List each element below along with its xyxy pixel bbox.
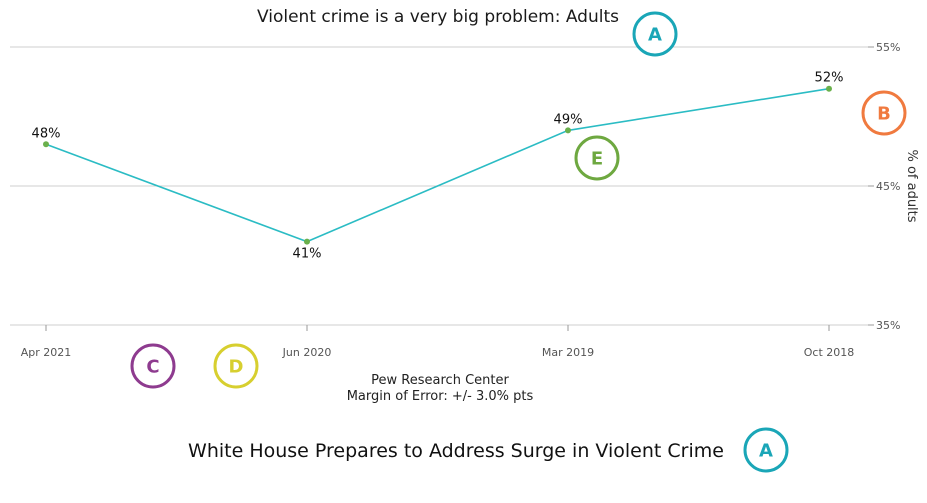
badge-b: B [861,90,907,136]
data-label: 48% [32,126,61,141]
x-tick-labels: Apr 2021 Jun 2020 Mar 2019 Oct 2018 [21,346,855,359]
chart-title: Violent crime is a very big problem: Adu… [257,7,619,27]
x-tick-label: Mar 2019 [542,346,594,359]
badge-circle [574,135,620,181]
badge-d: D [213,343,259,389]
margin-of-error-text: Margin of Error: +/- 3.0% pts [347,389,534,404]
badge-letter: E [591,149,603,170]
series-line [45,87,830,243]
badge-letter: A [648,25,662,46]
badge-circle [632,11,678,57]
x-tick-label: Oct 2018 [804,346,855,359]
grid [10,46,874,331]
data-labels: 48% 41% 49% 52% [32,71,844,262]
badge-circle [213,343,259,389]
y-tick-label: 55% [876,41,900,54]
badge-c: C [130,343,176,389]
data-point [826,85,832,92]
y-axis-label: % of adults [904,149,919,222]
badge-e: E [574,135,620,181]
headline: White House Prepares to Address Surge in… [188,440,724,462]
badge-letter: A [759,441,773,462]
x-tick-label: Apr 2021 [21,346,72,359]
badge-a: A [632,11,678,57]
badge-circle [861,90,907,136]
data-label: 41% [293,247,322,262]
y-tick-label: 45% [876,180,900,193]
badge-letter: D [229,357,244,378]
badge-letter: C [146,357,159,378]
data-point [43,141,49,148]
data-points [43,85,832,245]
data-point [304,238,310,245]
y-tick-labels: 35% 45% 55% [876,41,900,332]
y-tick-label: 35% [876,319,900,332]
badge-letter: B [877,104,891,125]
data-point [565,127,571,134]
data-label: 52% [815,71,844,86]
source-text: Pew Research Center [371,373,509,388]
data-label: 49% [554,112,583,127]
x-tick-label: Jun 2020 [282,346,332,359]
badge-a: A [743,427,789,473]
annotation-badges: A B C D E A [130,11,907,473]
badge-circle [130,343,176,389]
badge-circle [743,427,789,473]
